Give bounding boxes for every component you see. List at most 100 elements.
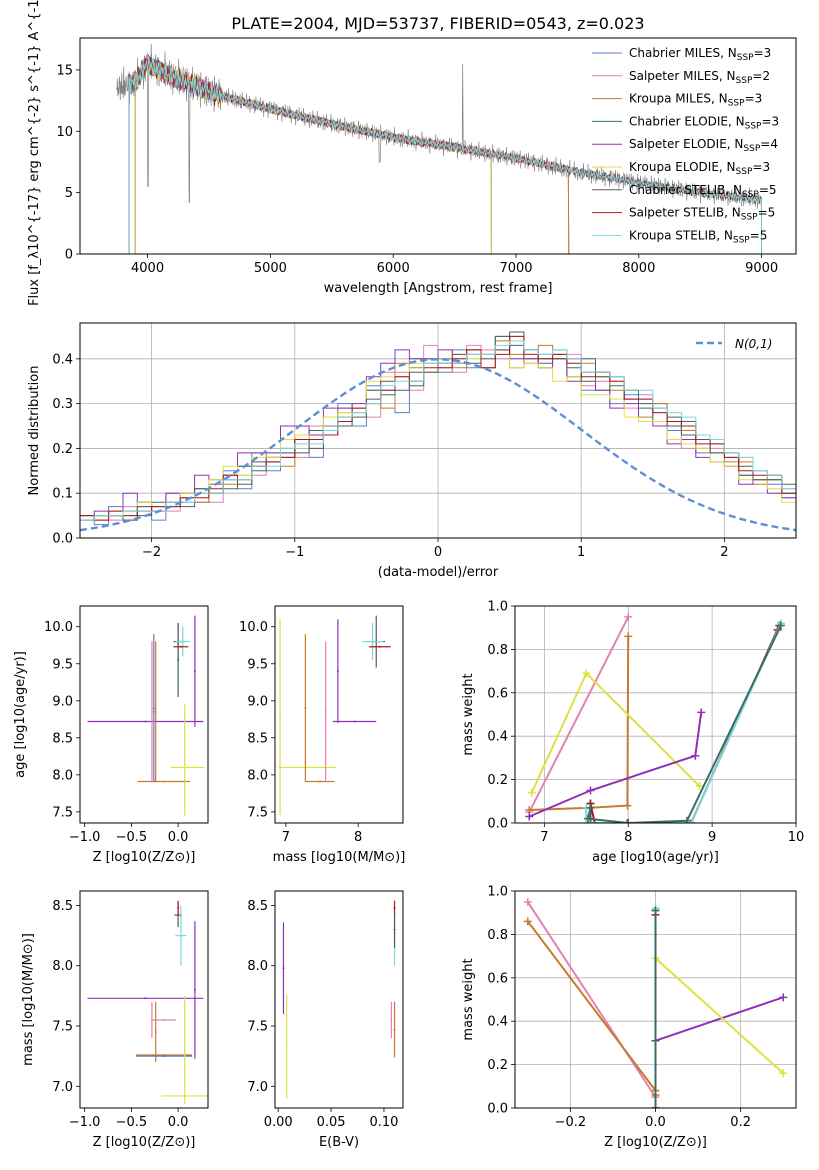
axes-frame [514, 605, 797, 824]
axes-frame [79, 37, 797, 255]
y-tick-label: 0.2 [487, 773, 508, 788]
axes-frame [79, 605, 209, 824]
weight-marker [779, 993, 788, 1002]
x-axis-label: mass [log10(M/M⊙)] [273, 850, 406, 865]
model-spectrum [128, 57, 763, 254]
x-tick-label: 7 [540, 830, 548, 845]
y-tick-label: 7.5 [247, 1020, 268, 1035]
weight-marker [527, 788, 536, 797]
histogram-series [80, 335, 796, 538]
x-tick-label: −0.5 [116, 830, 148, 845]
panel-mass-age: 7 8 7.5 8.0 8.5 9.0 9.5 10.0 mass [log10(M/M⊙)] [239, 605, 406, 865]
x-tick-label: 6000 [377, 261, 410, 276]
data-point [279, 716, 282, 719]
y-tick-label: 8.0 [247, 768, 268, 783]
legend-entry: Chabrier ELODIE, NSSP=3 [629, 114, 779, 131]
y-tick-label: 0.3 [52, 397, 73, 412]
data-point [304, 707, 307, 710]
data-point [282, 967, 285, 970]
weight-marker [697, 708, 706, 717]
weight-marker [586, 803, 595, 812]
data-point [163, 1018, 166, 1021]
legend-entry: N(0,1) [735, 337, 772, 351]
weight-line [589, 629, 779, 823]
legend: Chabrier MILES, NSSP=3 Salpeter MILES, NS… [592, 46, 779, 245]
data-point [183, 759, 186, 762]
y-tick-label: 9.5 [52, 657, 73, 672]
weight-marker [687, 819, 696, 823]
y-tick-label: 7.0 [52, 1080, 73, 1095]
x-tick-label: 4000 [131, 261, 164, 276]
data-point [193, 988, 196, 991]
plot-area [116, 43, 763, 254]
plot-area [87, 615, 205, 816]
y-axis-label: Flux [f_λ10^{-17} erg cm^{-2} s^{-1} A^{… [27, 0, 42, 306]
data-point [186, 766, 189, 769]
y-tick-label: 10.0 [239, 620, 268, 635]
y-tick-label: 0.0 [487, 817, 508, 832]
weight-line [654, 957, 784, 1075]
data-point [179, 934, 182, 937]
weight-line [655, 996, 784, 1042]
legend-entry: Kroupa ELODIE, NSSP=3 [629, 160, 770, 177]
axes-frame [79, 890, 209, 1109]
y-axis-label: mass weight [461, 673, 476, 755]
x-tick-label: 10 [788, 830, 805, 845]
y-tick-label: 8.0 [52, 959, 73, 974]
plot-area [87, 900, 208, 1105]
y-tick-label: 8.0 [247, 959, 268, 974]
data-point [181, 640, 184, 643]
y-tick-label: 7.5 [52, 805, 73, 820]
legend-entry: Kroupa MILES, NSSP=3 [629, 92, 762, 109]
axes-frame [274, 890, 404, 1109]
plot-area [523, 897, 788, 1108]
data-point [285, 1045, 288, 1048]
x-tick-label: 8 [354, 830, 362, 845]
weight-marker [623, 819, 632, 823]
weight-marker [523, 897, 532, 906]
y-tick-label: 8.5 [247, 899, 268, 914]
y-tick-label: 8.5 [52, 899, 73, 914]
axes-frame [79, 322, 797, 539]
x-tick-label: −1.0 [69, 1115, 101, 1130]
data-point [144, 997, 147, 1000]
data-point [193, 670, 196, 673]
plot-area [282, 900, 396, 1099]
histogram-series [80, 335, 796, 538]
y-tick-label: 7.5 [247, 805, 268, 820]
weight-line [586, 625, 782, 823]
y-tick-label: 0 [65, 248, 73, 263]
y-tick-label: 15 [56, 63, 73, 78]
y-axis-label: Normed distribution [27, 366, 42, 496]
y-tick-label: 5 [65, 186, 73, 201]
legend-entry: Chabrier MILES, NSSP=3 [629, 46, 771, 63]
data-point [318, 780, 321, 783]
data-point [163, 780, 166, 783]
x-tick-label: 5000 [254, 261, 287, 276]
weight-marker [776, 621, 785, 630]
y-tick-label: 0.4 [52, 352, 73, 367]
y-tick-label: 8.0 [52, 768, 73, 783]
y-tick-label: 0.0 [52, 532, 73, 547]
x-axis-label: Z [log10(Z/Z⊙)] [604, 1135, 707, 1150]
data-point [336, 670, 339, 673]
x-tick-label: −1.0 [69, 830, 101, 845]
x-axis-label: age [log10(age/yr)] [592, 850, 719, 865]
weight-line [526, 901, 657, 1098]
x-tick-label: 0.10 [369, 1115, 398, 1130]
x-tick-label: 7 [282, 830, 290, 845]
x-tick-label: −1 [285, 545, 304, 560]
weight-line [585, 622, 782, 823]
weight-marker [624, 612, 633, 621]
y-axis-label: mass [log10(M/M⊙)] [21, 933, 36, 1066]
plot-area [278, 615, 391, 815]
y-tick-label: 0.4 [487, 1015, 508, 1030]
y-tick-label: 0.0 [487, 1102, 508, 1117]
data-point [393, 906, 396, 909]
data-point [163, 1055, 166, 1058]
panel-Z-mass: −1.0 −0.5 0.0 7.0 7.5 8.0 8.5 Z [log10(Z/Z⊙)] ma… [21, 890, 209, 1150]
data-point [371, 640, 374, 643]
x-tick-label: 9000 [745, 261, 778, 276]
y-tick-label: 1.0 [487, 885, 508, 900]
figure-title: PLATE=2004, MJD=53737, FIBERID=0543, z=0… [231, 14, 644, 33]
